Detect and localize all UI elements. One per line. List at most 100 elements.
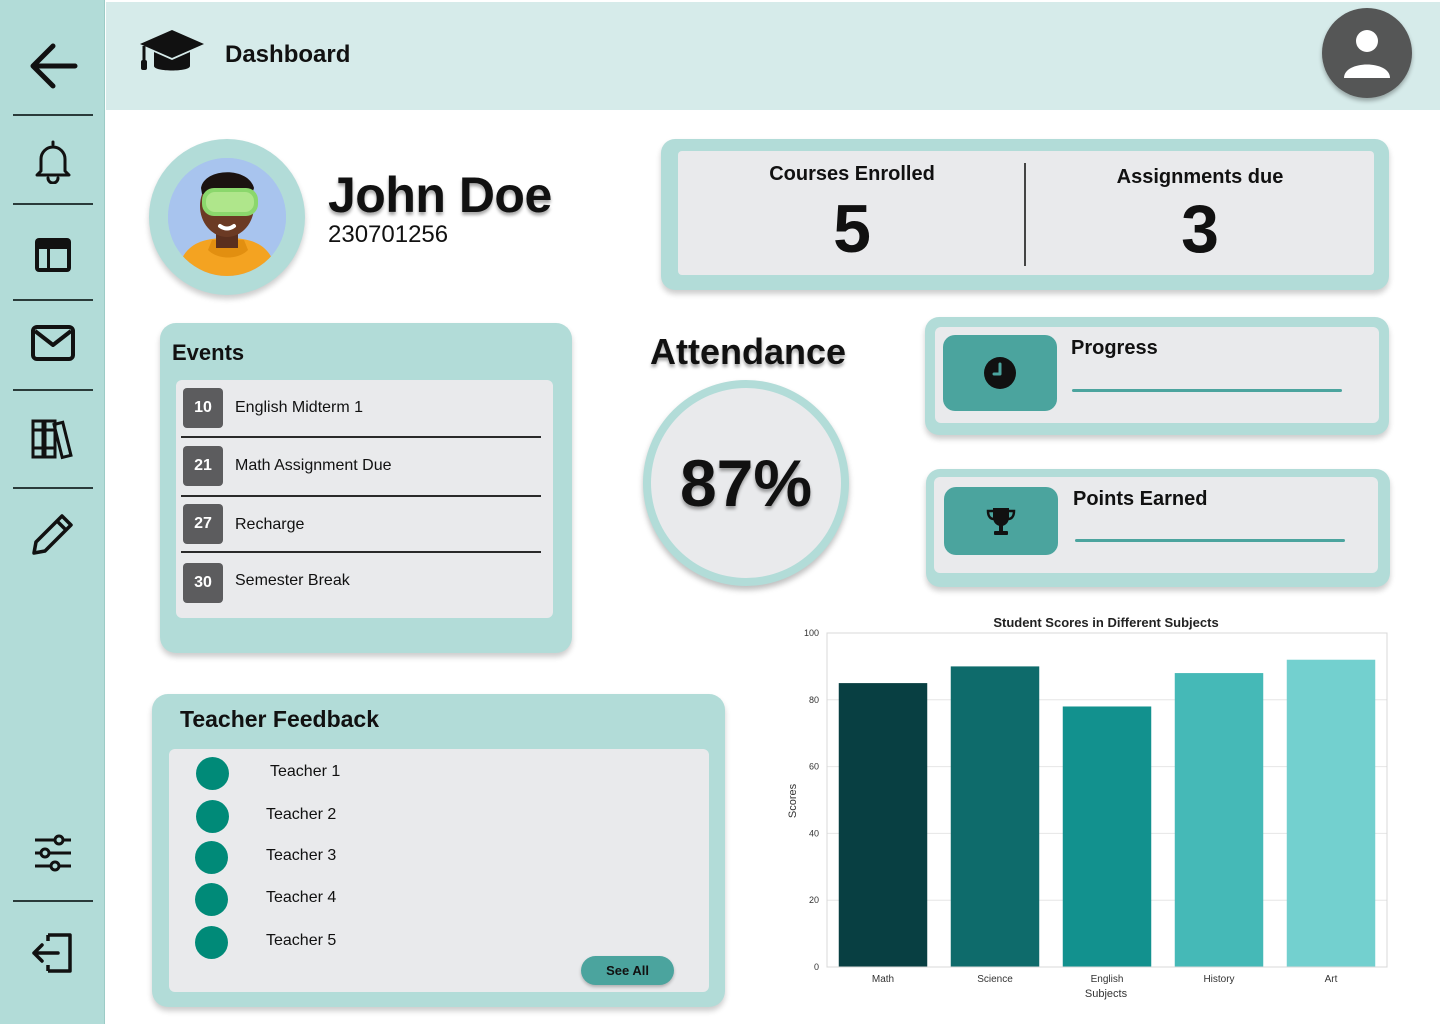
bell-icon <box>35 140 70 184</box>
chart-bar-english[interactable] <box>1062 706 1152 967</box>
event-date-badge: 10 <box>183 388 223 428</box>
event-divider <box>181 436 541 438</box>
points-card[interactable]: Points Earned <box>926 469 1390 587</box>
sidebar-item-messages[interactable] <box>0 308 105 378</box>
event-item[interactable]: 27 Recharge <box>176 504 553 554</box>
sidebar <box>0 0 105 1024</box>
stat-value: 5 <box>833 191 871 267</box>
chart-x-axis-label: Subjects <box>1085 988 1128 1000</box>
events-card: Events 10 English Midterm 1 21 Math Assi… <box>160 323 572 653</box>
teacher-avatar <box>195 883 228 916</box>
chart-plot-frame <box>826 632 1388 968</box>
attendance-ring: 87% <box>643 380 849 586</box>
sidebar-item-library[interactable] <box>0 402 105 474</box>
points-label: Points Earned <box>1073 488 1208 510</box>
progress-panel: Progress <box>935 327 1379 423</box>
event-date-badge: 21 <box>183 446 223 486</box>
event-name: English Midterm 1 <box>235 399 364 416</box>
back-button[interactable] <box>0 30 105 102</box>
teacher-name: Teacher 5 <box>266 932 337 949</box>
sidebar-item-layout[interactable] <box>0 220 105 290</box>
layout-icon <box>34 238 71 272</box>
teacher-row[interactable]: Teacher 4 <box>169 881 569 917</box>
points-bar <box>1075 539 1345 542</box>
sidebar-item-settings[interactable] <box>0 820 105 886</box>
teacher-name: Teacher 3 <box>266 847 337 864</box>
sidebar-divider <box>13 114 93 116</box>
sidebar-item-notifications[interactable] <box>0 128 105 194</box>
user-avatar-button[interactable] <box>1322 8 1412 98</box>
user-icon <box>1344 30 1390 78</box>
teacher-name: Teacher 4 <box>266 889 337 906</box>
chart-x-tick-label: English <box>1091 974 1124 985</box>
chart-y-axis-label: Scores <box>787 783 799 818</box>
event-divider <box>181 495 541 497</box>
progress-card[interactable]: Progress <box>925 317 1389 435</box>
logout-icon <box>31 933 72 973</box>
arrow-left-icon <box>30 43 77 89</box>
event-divider <box>181 551 541 553</box>
logout-button[interactable] <box>0 918 105 988</box>
scores-chart: Student Scores in Different Subjects Sco… <box>770 606 1410 1016</box>
progress-icon-tile <box>943 335 1057 411</box>
scores-chart-svg: Student Scores in Different Subjects Sco… <box>787 615 1388 1000</box>
points-panel: Points Earned <box>934 477 1378 573</box>
page-title: Dashboard <box>225 41 351 68</box>
chart-y-tick-label: 100 <box>804 628 819 638</box>
teacher-row[interactable]: Teacher 2 <box>169 798 569 834</box>
chart-x-tick-label: History <box>1203 974 1234 985</box>
books-icon <box>31 419 73 460</box>
sidebar-divider <box>13 299 93 301</box>
profile-avatar <box>168 158 286 276</box>
pencil-icon <box>31 514 73 555</box>
teacher-name: Teacher 2 <box>266 806 337 823</box>
chart-bar-science[interactable] <box>950 666 1040 967</box>
sidebar-item-edit[interactable] <box>0 498 105 570</box>
sidebar-divider <box>13 900 93 902</box>
event-item[interactable]: 30 Semester Break <box>176 563 553 613</box>
teacher-avatar <box>195 841 228 874</box>
student-name: John Doe <box>328 167 552 223</box>
teacher-row[interactable]: Teacher 3 <box>169 839 569 875</box>
events-title: Events <box>172 340 245 365</box>
progress-label: Progress <box>1071 337 1158 359</box>
teacher-feedback-card: Teacher Feedback Teacher 1 Teacher 2 Tea… <box>152 694 725 1007</box>
profile-avatar-frame <box>149 139 305 295</box>
chart-bar-math[interactable] <box>838 683 928 967</box>
stats-panel: Courses Enrolled 5 Assignments due 3 <box>678 151 1374 275</box>
attendance-value: 87% <box>679 446 813 520</box>
top-header: Dashboard <box>106 2 1440 110</box>
teacher-name: Teacher 1 <box>270 763 341 780</box>
chart-y-ticks: 0 20 40 60 80 100 <box>804 628 819 972</box>
sliders-icon <box>34 834 71 872</box>
event-name: Recharge <box>235 516 305 533</box>
clock-icon <box>984 357 1016 389</box>
chart-x-tick-label: Science <box>977 974 1013 985</box>
points-icon-tile <box>944 487 1058 555</box>
graduation-cap-icon <box>138 26 206 85</box>
attendance-circle: 87% <box>651 388 841 578</box>
events-list: 10 English Midterm 1 21 Math Assignment … <box>176 380 553 618</box>
stats-card: Courses Enrolled 5 Assignments due 3 <box>661 139 1389 290</box>
event-date-badge: 30 <box>183 563 223 603</box>
chart-y-tick-label: 20 <box>809 895 819 905</box>
stat-value: 3 <box>1181 191 1219 267</box>
teacher-avatar <box>195 926 228 959</box>
event-name: Math Assignment Due <box>235 457 392 474</box>
trophy-icon <box>986 508 1016 535</box>
chart-bar-history[interactable] <box>1174 673 1264 967</box>
courses-enrolled-stat[interactable]: Courses Enrolled 5 <box>678 151 1026 275</box>
chart-y-tick-label: 80 <box>809 695 819 705</box>
mail-icon <box>30 325 75 361</box>
chart-y-tick-label: 40 <box>809 828 819 838</box>
teacher-row[interactable]: Teacher 1 <box>169 755 569 791</box>
teacher-row[interactable]: Teacher 5 <box>169 924 569 960</box>
sidebar-divider <box>13 487 93 489</box>
assignments-due-stat[interactable]: Assignments due 3 <box>1026 151 1374 275</box>
attendance-title: Attendance <box>650 331 847 372</box>
chart-bars <box>838 659 1376 967</box>
chart-bar-art[interactable] <box>1286 659 1376 967</box>
see-all-button[interactable]: See All <box>581 956 674 985</box>
event-item[interactable]: 10 English Midterm 1 <box>176 388 553 438</box>
event-item[interactable]: 21 Math Assignment Due <box>176 446 553 496</box>
